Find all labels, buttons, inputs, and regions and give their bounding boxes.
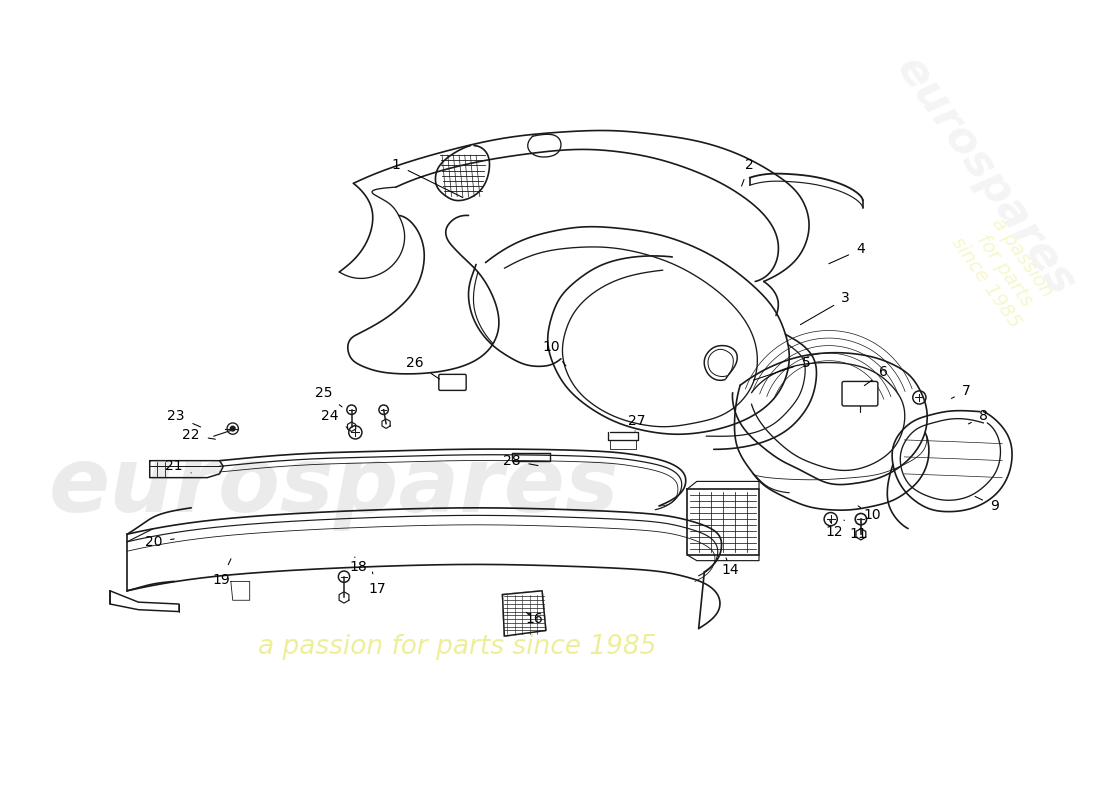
Text: 23: 23 xyxy=(167,410,200,427)
Text: 28: 28 xyxy=(503,454,538,468)
Text: a passion for parts since 1985: a passion for parts since 1985 xyxy=(258,634,657,661)
Text: 11: 11 xyxy=(844,520,867,542)
Text: 25: 25 xyxy=(315,386,342,407)
Text: 7: 7 xyxy=(952,384,971,398)
Text: 16: 16 xyxy=(526,612,543,626)
Polygon shape xyxy=(503,591,546,636)
Text: 6: 6 xyxy=(865,365,888,386)
FancyBboxPatch shape xyxy=(842,382,878,406)
Text: 3: 3 xyxy=(801,291,850,325)
Text: eurospares: eurospares xyxy=(50,443,620,531)
Text: 4: 4 xyxy=(828,242,866,264)
Text: 5: 5 xyxy=(754,355,811,380)
Text: eurospares: eurospares xyxy=(887,48,1084,303)
Text: 9: 9 xyxy=(975,497,999,513)
Text: 26: 26 xyxy=(406,355,440,379)
Circle shape xyxy=(230,426,235,431)
Text: 8: 8 xyxy=(968,410,988,424)
Text: 10: 10 xyxy=(858,506,881,522)
Text: 21: 21 xyxy=(165,459,191,474)
Text: a passion
for parts
since 1985: a passion for parts since 1985 xyxy=(948,209,1060,332)
Text: 18: 18 xyxy=(350,557,367,574)
Text: 27: 27 xyxy=(628,414,646,431)
Text: 20: 20 xyxy=(145,534,174,549)
Text: 12: 12 xyxy=(826,520,844,539)
Text: 1: 1 xyxy=(392,158,463,198)
Text: 17: 17 xyxy=(368,572,386,596)
FancyBboxPatch shape xyxy=(439,374,466,390)
Text: 14: 14 xyxy=(722,558,739,577)
Text: 22: 22 xyxy=(183,428,216,442)
Text: 10: 10 xyxy=(542,341,565,366)
Text: 19: 19 xyxy=(212,558,231,586)
Text: 24: 24 xyxy=(321,410,348,428)
Text: 2: 2 xyxy=(741,158,754,186)
